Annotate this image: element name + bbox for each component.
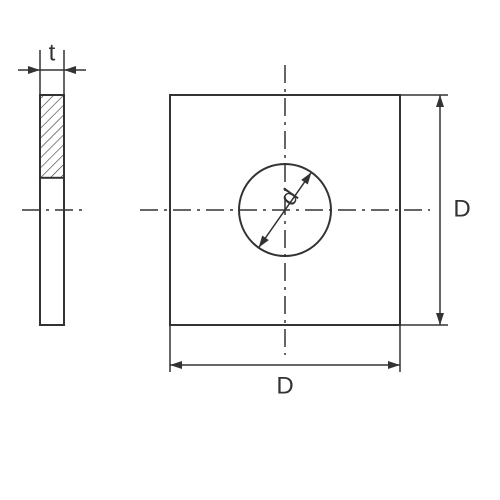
dim-label-D-right: D <box>453 195 470 222</box>
dim-label-D-bottom: D <box>276 372 293 399</box>
technical-drawing: tDDd <box>0 0 500 500</box>
dim-label-t: t <box>49 39 56 66</box>
side-view: t <box>18 39 86 325</box>
front-view: DDd <box>140 65 471 399</box>
